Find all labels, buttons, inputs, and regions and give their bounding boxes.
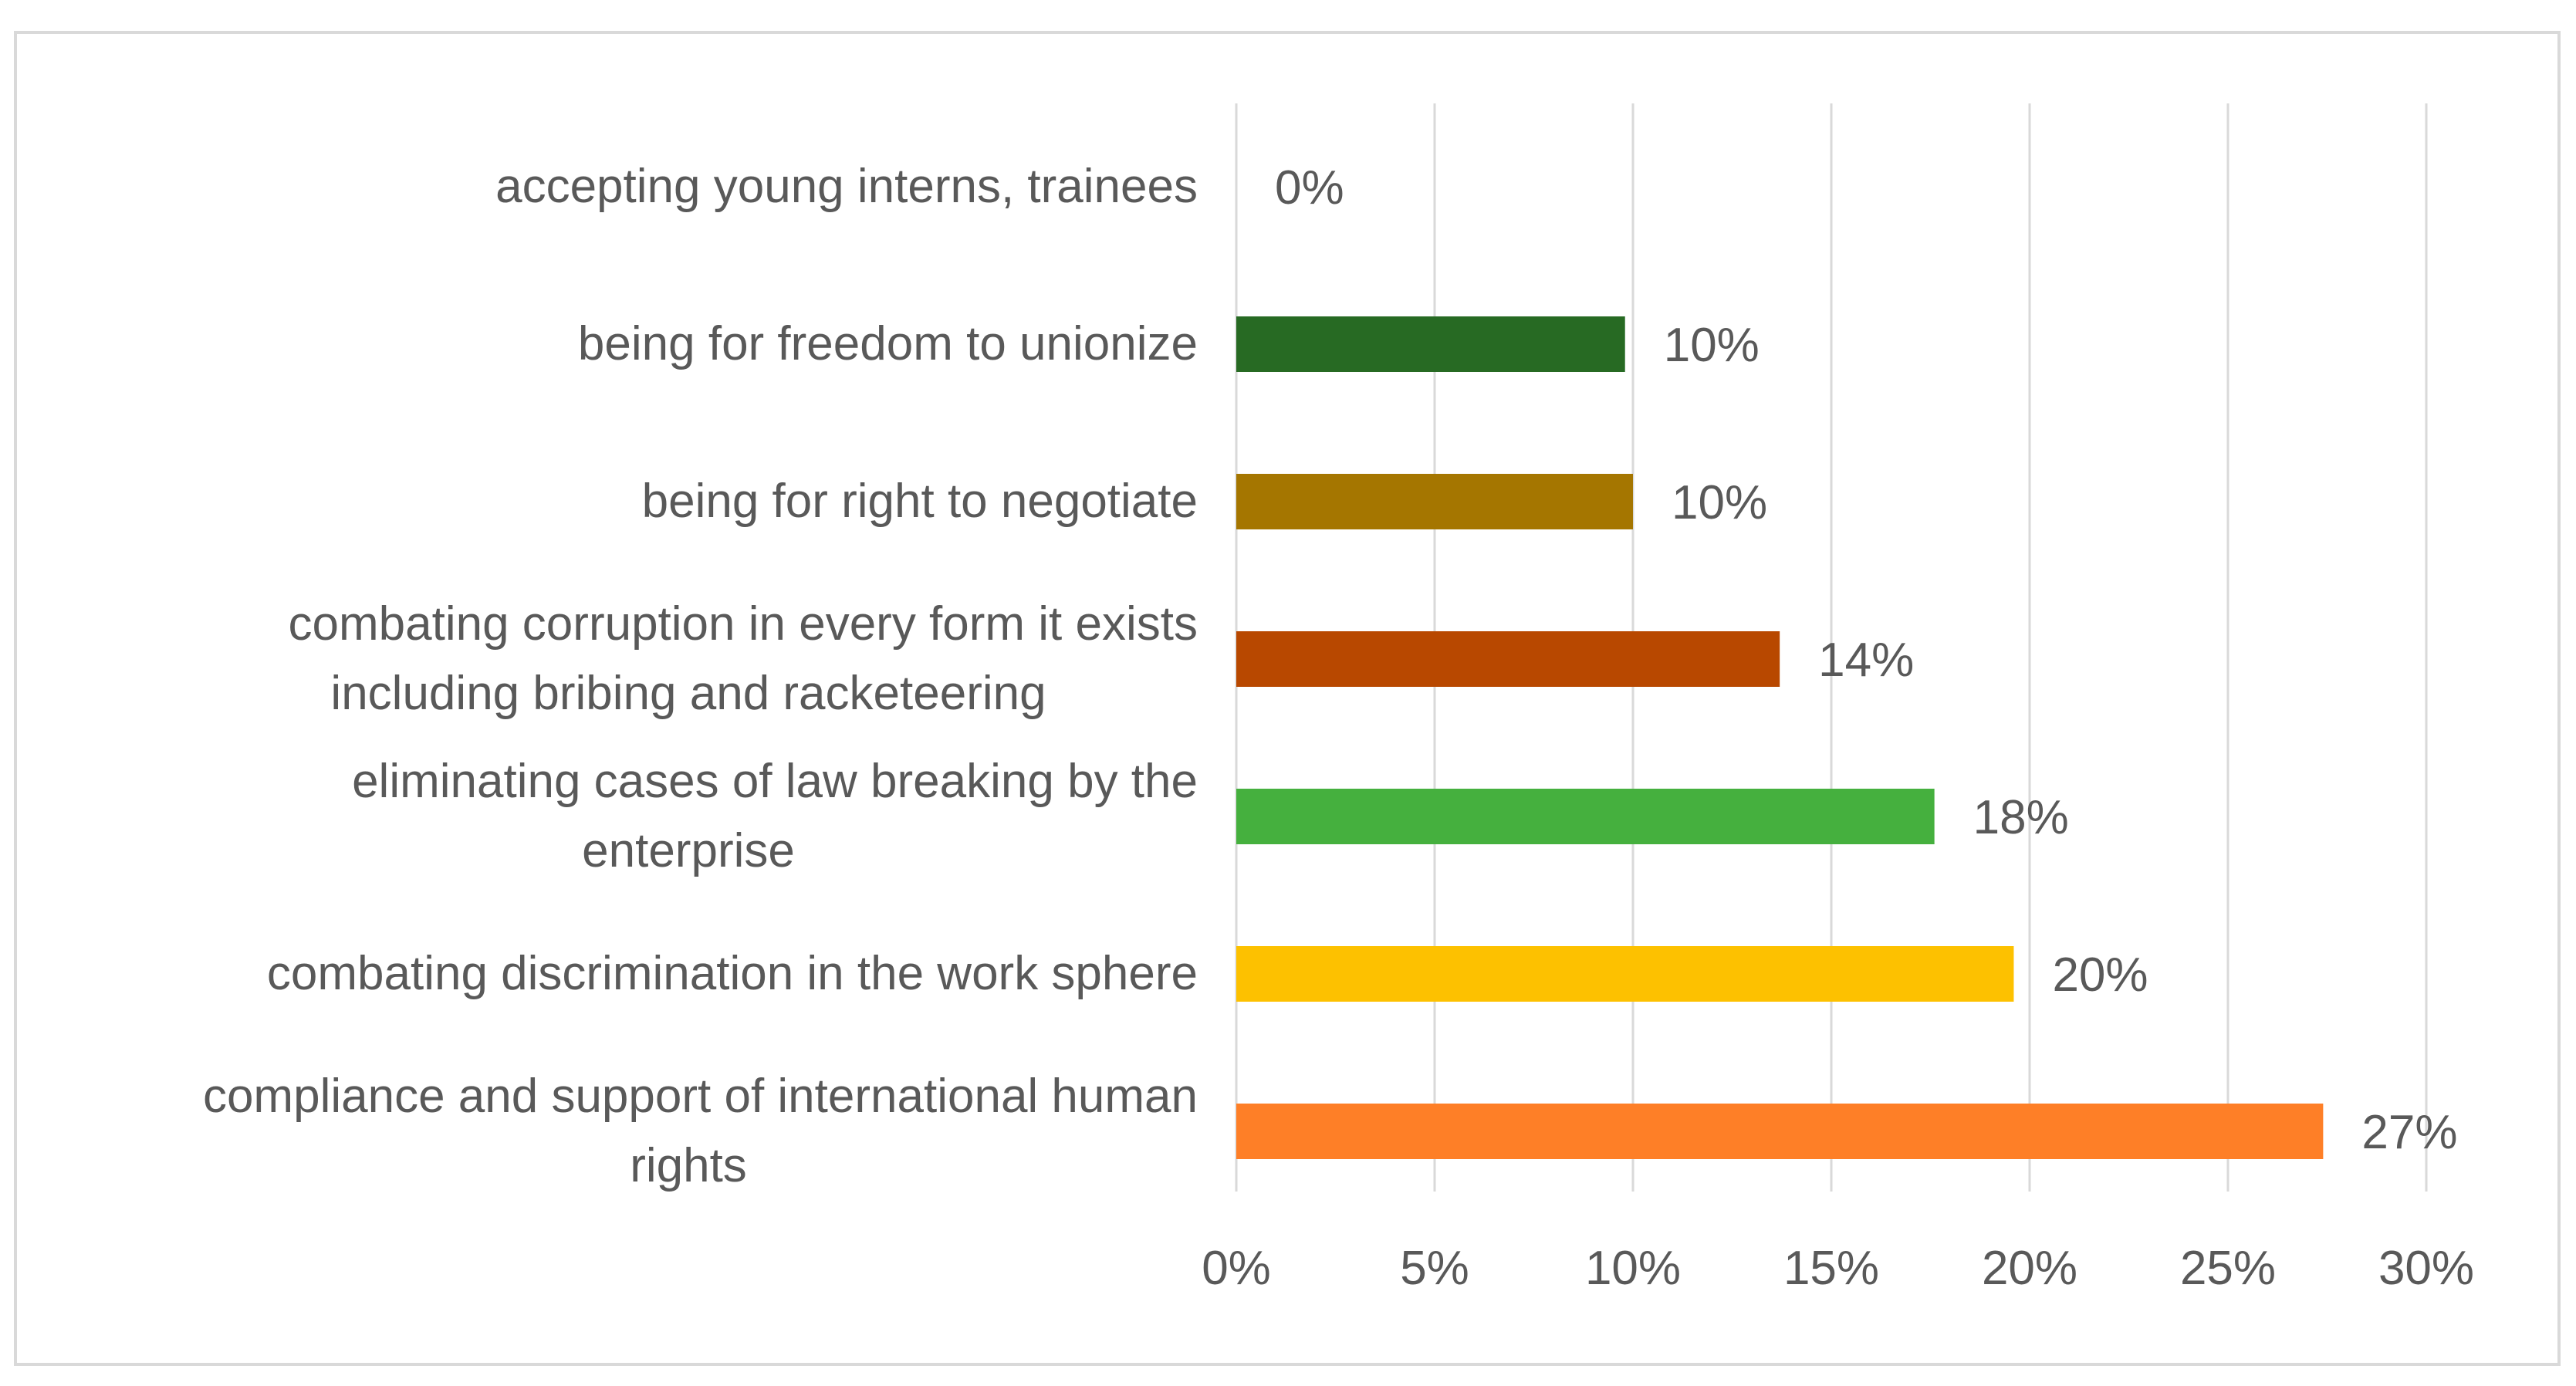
x-tick-label: 25% xyxy=(2180,1242,2276,1295)
category-label: combating discrimination in the work sph… xyxy=(267,947,1198,1000)
category-label: compliance and support of international … xyxy=(203,1070,1198,1123)
category-label: accepting young interns, trainees xyxy=(495,160,1198,213)
category-label: being for freedom to unionize xyxy=(578,317,1198,370)
bar xyxy=(1236,946,2014,1002)
category-label: combating corruption in every form it ex… xyxy=(289,597,1198,651)
data-label: 0% xyxy=(1275,161,1344,215)
bar xyxy=(1236,1104,2324,1159)
x-tick-label: 15% xyxy=(1783,1242,1879,1295)
x-tick-label: 5% xyxy=(1400,1242,1469,1295)
data-label: 10% xyxy=(1664,319,1760,372)
bar xyxy=(1236,474,1633,529)
category-label: being for right to negotiate xyxy=(642,475,1198,528)
x-tick-label: 0% xyxy=(1202,1242,1271,1295)
category-label: enterprise xyxy=(582,824,795,877)
bar-chart: accepting young interns, trainees being f… xyxy=(203,103,2474,1295)
bar xyxy=(1236,789,1935,844)
data-label: 20% xyxy=(2052,948,2148,1002)
chart-frame: accepting young interns, trainees being f… xyxy=(14,31,2561,1366)
bar xyxy=(1236,316,1625,372)
x-tick-label: 10% xyxy=(1585,1242,1681,1295)
data-label: 27% xyxy=(2361,1106,2457,1159)
x-axis-ticks: 0% 5% 10% 15% 20% 25% 30% xyxy=(1202,1242,2474,1295)
x-tick-label: 30% xyxy=(2378,1242,2474,1295)
data-label: 10% xyxy=(1672,476,1767,529)
category-label: including bribing and racketeering xyxy=(330,667,1046,720)
data-labels: 0% 10% 10% 14% 18% 20% 27% xyxy=(1275,161,2457,1159)
x-tick-label: 20% xyxy=(1982,1242,2077,1295)
category-label: eliminating cases of law breaking by the xyxy=(352,755,1198,808)
data-label: 18% xyxy=(1973,791,2069,844)
bar xyxy=(1236,631,1780,687)
bars xyxy=(1236,316,2324,1159)
category-label: rights xyxy=(630,1139,747,1192)
data-label: 14% xyxy=(1818,634,1914,687)
category-labels: accepting young interns, trainees being f… xyxy=(203,160,1198,1192)
